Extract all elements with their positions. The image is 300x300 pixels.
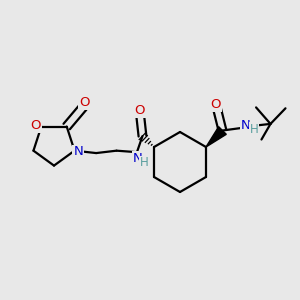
Polygon shape: [206, 127, 226, 147]
Text: H: H: [250, 123, 258, 136]
Text: N: N: [73, 146, 83, 158]
Text: H: H: [140, 157, 148, 169]
Text: N: N: [241, 118, 250, 132]
Text: O: O: [134, 104, 145, 117]
Text: N: N: [133, 152, 142, 165]
Text: O: O: [79, 96, 89, 109]
Text: O: O: [31, 119, 41, 132]
Text: O: O: [211, 98, 221, 111]
